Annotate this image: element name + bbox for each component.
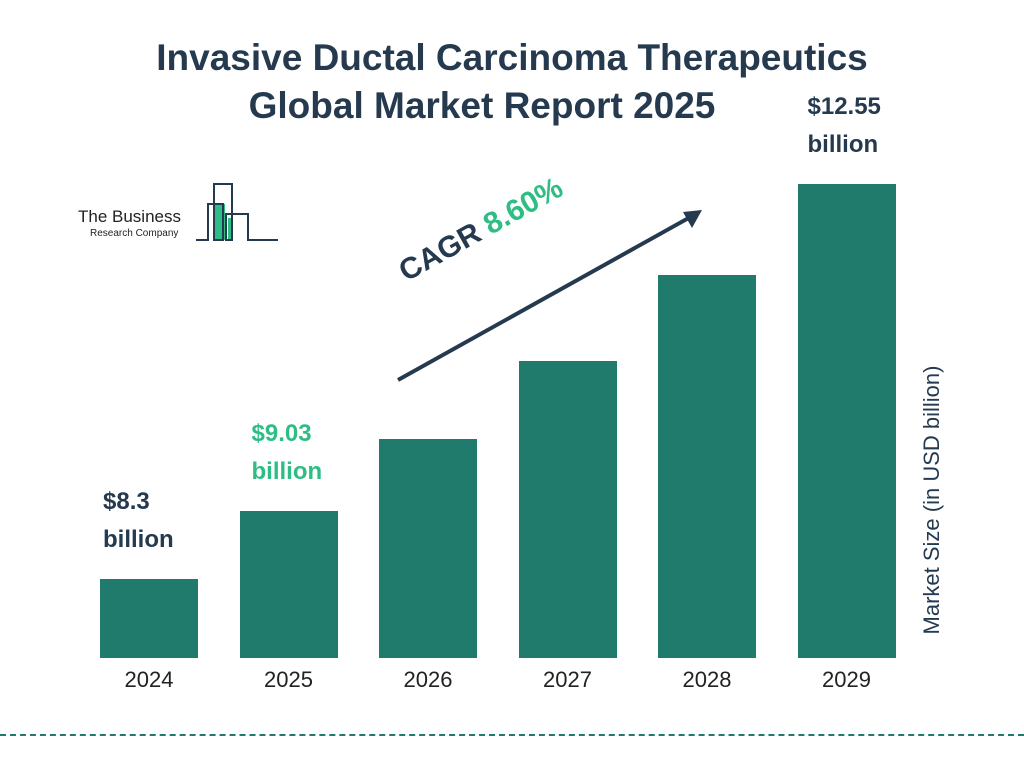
bar-2028: [658, 275, 756, 658]
bar-2026: [379, 438, 477, 658]
data-label-unit: billion: [807, 131, 879, 159]
x-tick-label: 2026: [403, 667, 453, 692]
x-tick-label: 2025: [264, 667, 313, 692]
title-line-1: Invasive Ductal Carcinoma Therapeutics: [156, 37, 868, 78]
data-label-unit: billion: [103, 526, 174, 554]
data-label: $12.55 billion: [808, 88, 881, 164]
x-tick-label: 2027: [543, 667, 592, 692]
data-label: $9.03 billion: [252, 415, 323, 491]
y-axis-label: Market Size (in USD billion): [919, 365, 944, 635]
logo-line-1: The Business: [78, 207, 181, 226]
bar-2024: [100, 579, 198, 658]
data-label: $8.3 billion: [103, 483, 174, 559]
x-tick-label: 2028: [682, 667, 732, 692]
data-label-value: $8.3: [103, 488, 150, 516]
x-tick-label: 2029: [822, 667, 871, 692]
title-line-2: Global Market Report 2025: [248, 85, 716, 126]
chart-title: Invasive Ductal Carcinoma Therapeutics G…: [0, 34, 1024, 130]
company-logo: The Business Research Company: [78, 180, 283, 250]
data-label-unit: billion: [251, 458, 323, 486]
x-tick-label: 2024: [124, 667, 174, 692]
logo-buildings-icon: The Business Research Company: [78, 183, 278, 241]
bar-2029: [797, 184, 896, 658]
bar-2025: [239, 511, 338, 658]
data-label-value: $12.55: [807, 93, 881, 121]
bar-2027: [518, 360, 617, 658]
footer-divider: [0, 734, 1024, 736]
data-label-value: $9.03: [251, 420, 312, 448]
logo-line-2: Research Company: [90, 228, 178, 239]
